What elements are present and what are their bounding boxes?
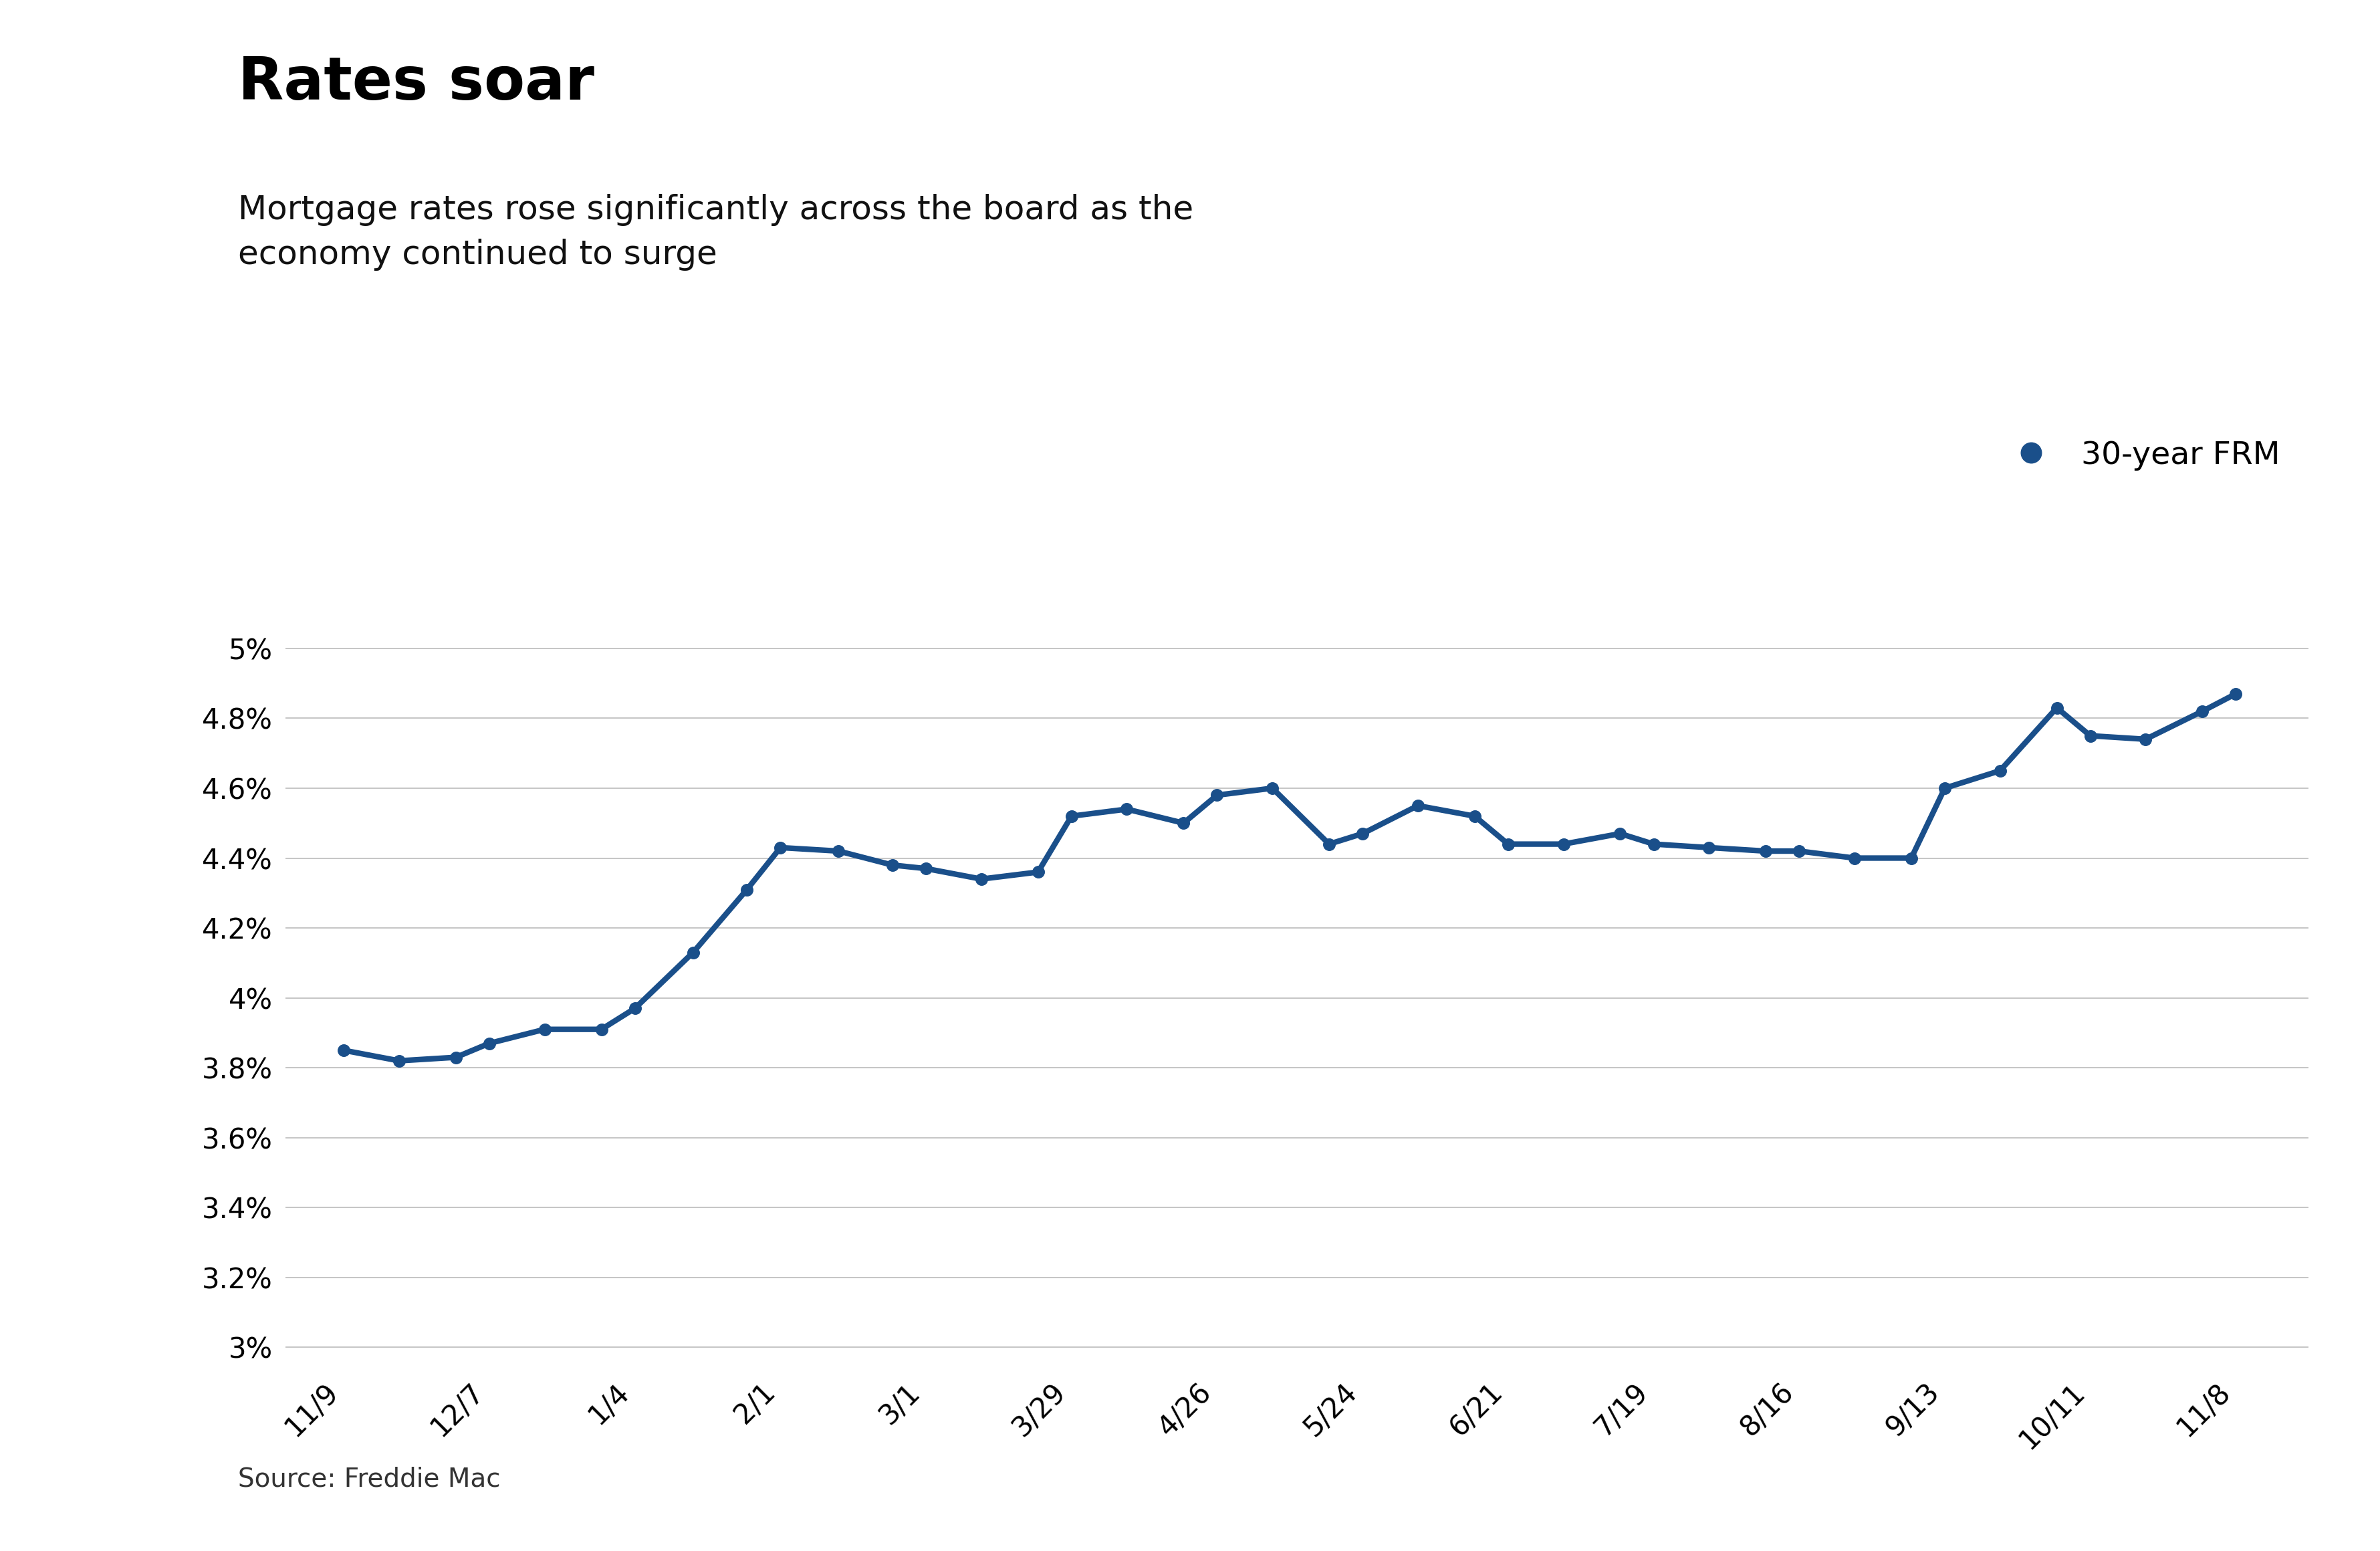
Point: [873, 853, 912, 878]
Point: [1980, 758, 2018, 783]
Point: [583, 1017, 621, 1042]
Point: [907, 856, 945, 881]
Point: [438, 1045, 476, 1070]
Point: [1892, 845, 1930, 870]
Point: [674, 940, 712, 965]
Point: [1602, 820, 1640, 845]
Point: [1457, 803, 1495, 828]
Point: [1690, 834, 1728, 859]
Point: [1309, 831, 1347, 856]
Point: [2128, 727, 2166, 752]
Legend: 30-year FRM: 30-year FRM: [1987, 428, 2292, 482]
Point: [324, 1038, 362, 1062]
Point: [762, 834, 800, 859]
Point: [2071, 723, 2109, 748]
Point: [1197, 783, 1235, 808]
Point: [616, 996, 654, 1021]
Point: [1635, 831, 1673, 856]
Point: [962, 867, 1000, 892]
Point: [819, 839, 857, 864]
Point: [471, 1031, 509, 1056]
Point: [1052, 803, 1090, 828]
Point: [1107, 797, 1145, 822]
Text: Rates soar: Rates soar: [238, 54, 595, 113]
Text: Mortgage rates rose significantly across the board as the
economy continued to s: Mortgage rates rose significantly across…: [238, 194, 1192, 271]
Point: [1925, 776, 1963, 800]
Point: [1545, 831, 1583, 856]
Point: [1780, 839, 1818, 864]
Point: [1835, 845, 1873, 870]
Point: [2182, 700, 2221, 724]
Point: [1399, 793, 1438, 817]
Point: [1164, 811, 1202, 836]
Point: [1490, 831, 1528, 856]
Point: [526, 1017, 564, 1042]
Text: Source: Freddie Mac: Source: Freddie Mac: [238, 1467, 500, 1492]
Point: [2037, 695, 2075, 720]
Point: [1019, 859, 1057, 884]
Point: [2216, 681, 2254, 706]
Point: [1254, 776, 1292, 800]
Point: [381, 1048, 419, 1073]
Point: [728, 878, 766, 903]
Point: [1747, 839, 1785, 864]
Point: [1345, 820, 1383, 845]
